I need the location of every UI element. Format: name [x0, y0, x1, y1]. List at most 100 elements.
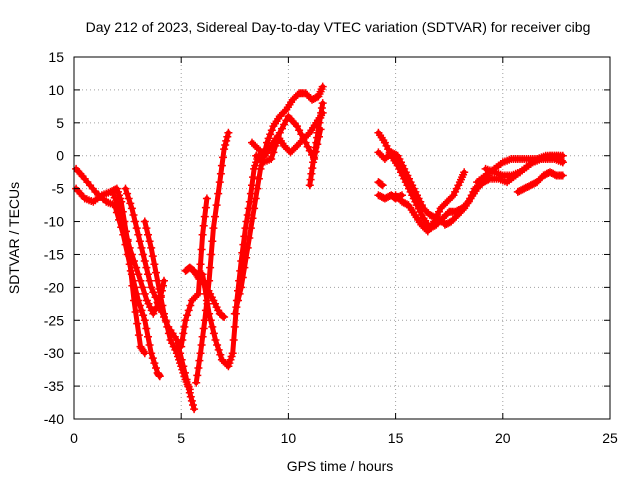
data-point-marker	[205, 309, 214, 318]
data-point-marker	[216, 169, 225, 178]
data-point-marker	[245, 234, 254, 242]
data-point-marker	[267, 155, 276, 163]
data-point-marker	[117, 211, 126, 219]
data-point-marker	[196, 260, 205, 269]
data-point-marker	[266, 130, 275, 139]
series-layer	[72, 82, 567, 414]
data-point-marker	[110, 193, 119, 202]
data-point-marker	[158, 301, 167, 310]
data-point-marker	[309, 158, 318, 167]
data-point-marker	[136, 276, 145, 285]
data-point-marker	[437, 216, 446, 225]
data-point-marker	[315, 118, 324, 127]
data-point-marker	[316, 113, 325, 122]
x-axis-label: GPS time / hours	[287, 458, 394, 474]
data-point-marker	[133, 319, 142, 328]
data-point-marker	[234, 296, 242, 305]
data-point-marker	[181, 316, 190, 325]
data-point-marker	[230, 322, 239, 331]
data-point-marker	[200, 212, 209, 221]
data-point-marker	[297, 130, 306, 139]
data-point-marker	[209, 224, 218, 233]
data-point-marker	[313, 128, 322, 137]
data-point-marker	[152, 268, 160, 277]
data-point-marker	[309, 153, 318, 162]
data-point-marker	[280, 107, 289, 116]
data-point-marker	[271, 141, 280, 150]
data-point-marker	[251, 194, 260, 203]
x-tick-label: 15	[388, 430, 404, 446]
data-point-marker	[150, 260, 159, 269]
data-point-marker	[186, 392, 195, 401]
data-point-marker	[293, 122, 301, 131]
data-point-marker	[256, 164, 265, 173]
data-point-marker	[318, 82, 327, 91]
data-point-marker	[242, 253, 251, 262]
data-point-marker	[152, 364, 160, 372]
data-point-marker	[304, 130, 313, 139]
data-point-marker	[198, 332, 207, 341]
data-point-marker	[310, 148, 319, 157]
data-point-marker	[312, 138, 321, 147]
data-point-marker	[140, 289, 149, 298]
y-tick-label: -40	[44, 411, 64, 427]
y-tick-label: -10	[44, 214, 64, 230]
data-point-marker	[246, 189, 255, 198]
data-point-marker	[263, 138, 271, 147]
data-point-marker	[221, 141, 230, 149]
y-tick-label: -15	[44, 246, 64, 262]
data-point-marker	[198, 270, 207, 279]
data-point-marker	[205, 276, 214, 285]
data-point-marker	[197, 341, 206, 349]
data-point-marker	[130, 257, 138, 265]
data-point-marker	[139, 250, 148, 259]
y-tick-label: -20	[44, 279, 64, 295]
data-point-marker	[180, 322, 189, 331]
data-point-marker	[211, 336, 220, 344]
data-point-marker	[193, 371, 202, 380]
data-point-marker	[137, 243, 146, 252]
data-point-marker	[123, 189, 132, 198]
chart-title: Day 212 of 2023, Sidereal Day-to-day VTE…	[86, 19, 591, 35]
data-point-marker	[147, 283, 156, 292]
data-point-marker	[201, 203, 210, 212]
data-point-marker	[208, 322, 217, 331]
data-point-marker	[140, 349, 149, 358]
data-point-marker	[135, 237, 144, 246]
data-point-marker	[242, 217, 251, 226]
data-point-marker	[196, 349, 205, 358]
data-point-marker	[121, 184, 130, 193]
data-point-marker	[190, 405, 199, 414]
y-tick-labels: 15 10 5 0 -5 -10 -15 -20 -25 -30 -35 -40	[44, 49, 64, 427]
data-point-marker	[217, 161, 226, 170]
data-point-marker	[301, 138, 310, 147]
data-point-marker	[145, 341, 154, 349]
data-point-marker	[208, 237, 217, 246]
series-9	[198, 151, 263, 371]
data-point-marker	[447, 192, 456, 201]
data-point-marker	[189, 401, 197, 409]
x-tick-label: 20	[495, 430, 511, 446]
data-point-marker	[140, 217, 149, 226]
y-tick-label: 15	[48, 49, 64, 65]
data-point-marker	[253, 184, 262, 193]
data-point-marker	[161, 316, 170, 325]
data-point-marker	[179, 329, 188, 338]
data-point-marker	[224, 128, 233, 137]
data-point-marker	[138, 283, 147, 292]
data-point-marker	[254, 174, 263, 183]
series-13	[305, 99, 327, 190]
data-point-marker	[160, 309, 168, 318]
series-22	[374, 178, 387, 190]
data-point-marker	[142, 324, 151, 333]
series-8	[192, 128, 233, 387]
data-point-marker	[295, 126, 304, 135]
data-point-marker	[278, 124, 286, 133]
data-point-marker	[378, 181, 387, 190]
y-tick-label: 5	[56, 115, 64, 131]
data-point-marker	[209, 329, 218, 338]
x-tick-label: 0	[70, 430, 78, 446]
data-point-marker	[155, 372, 164, 381]
data-point-marker	[377, 180, 386, 189]
